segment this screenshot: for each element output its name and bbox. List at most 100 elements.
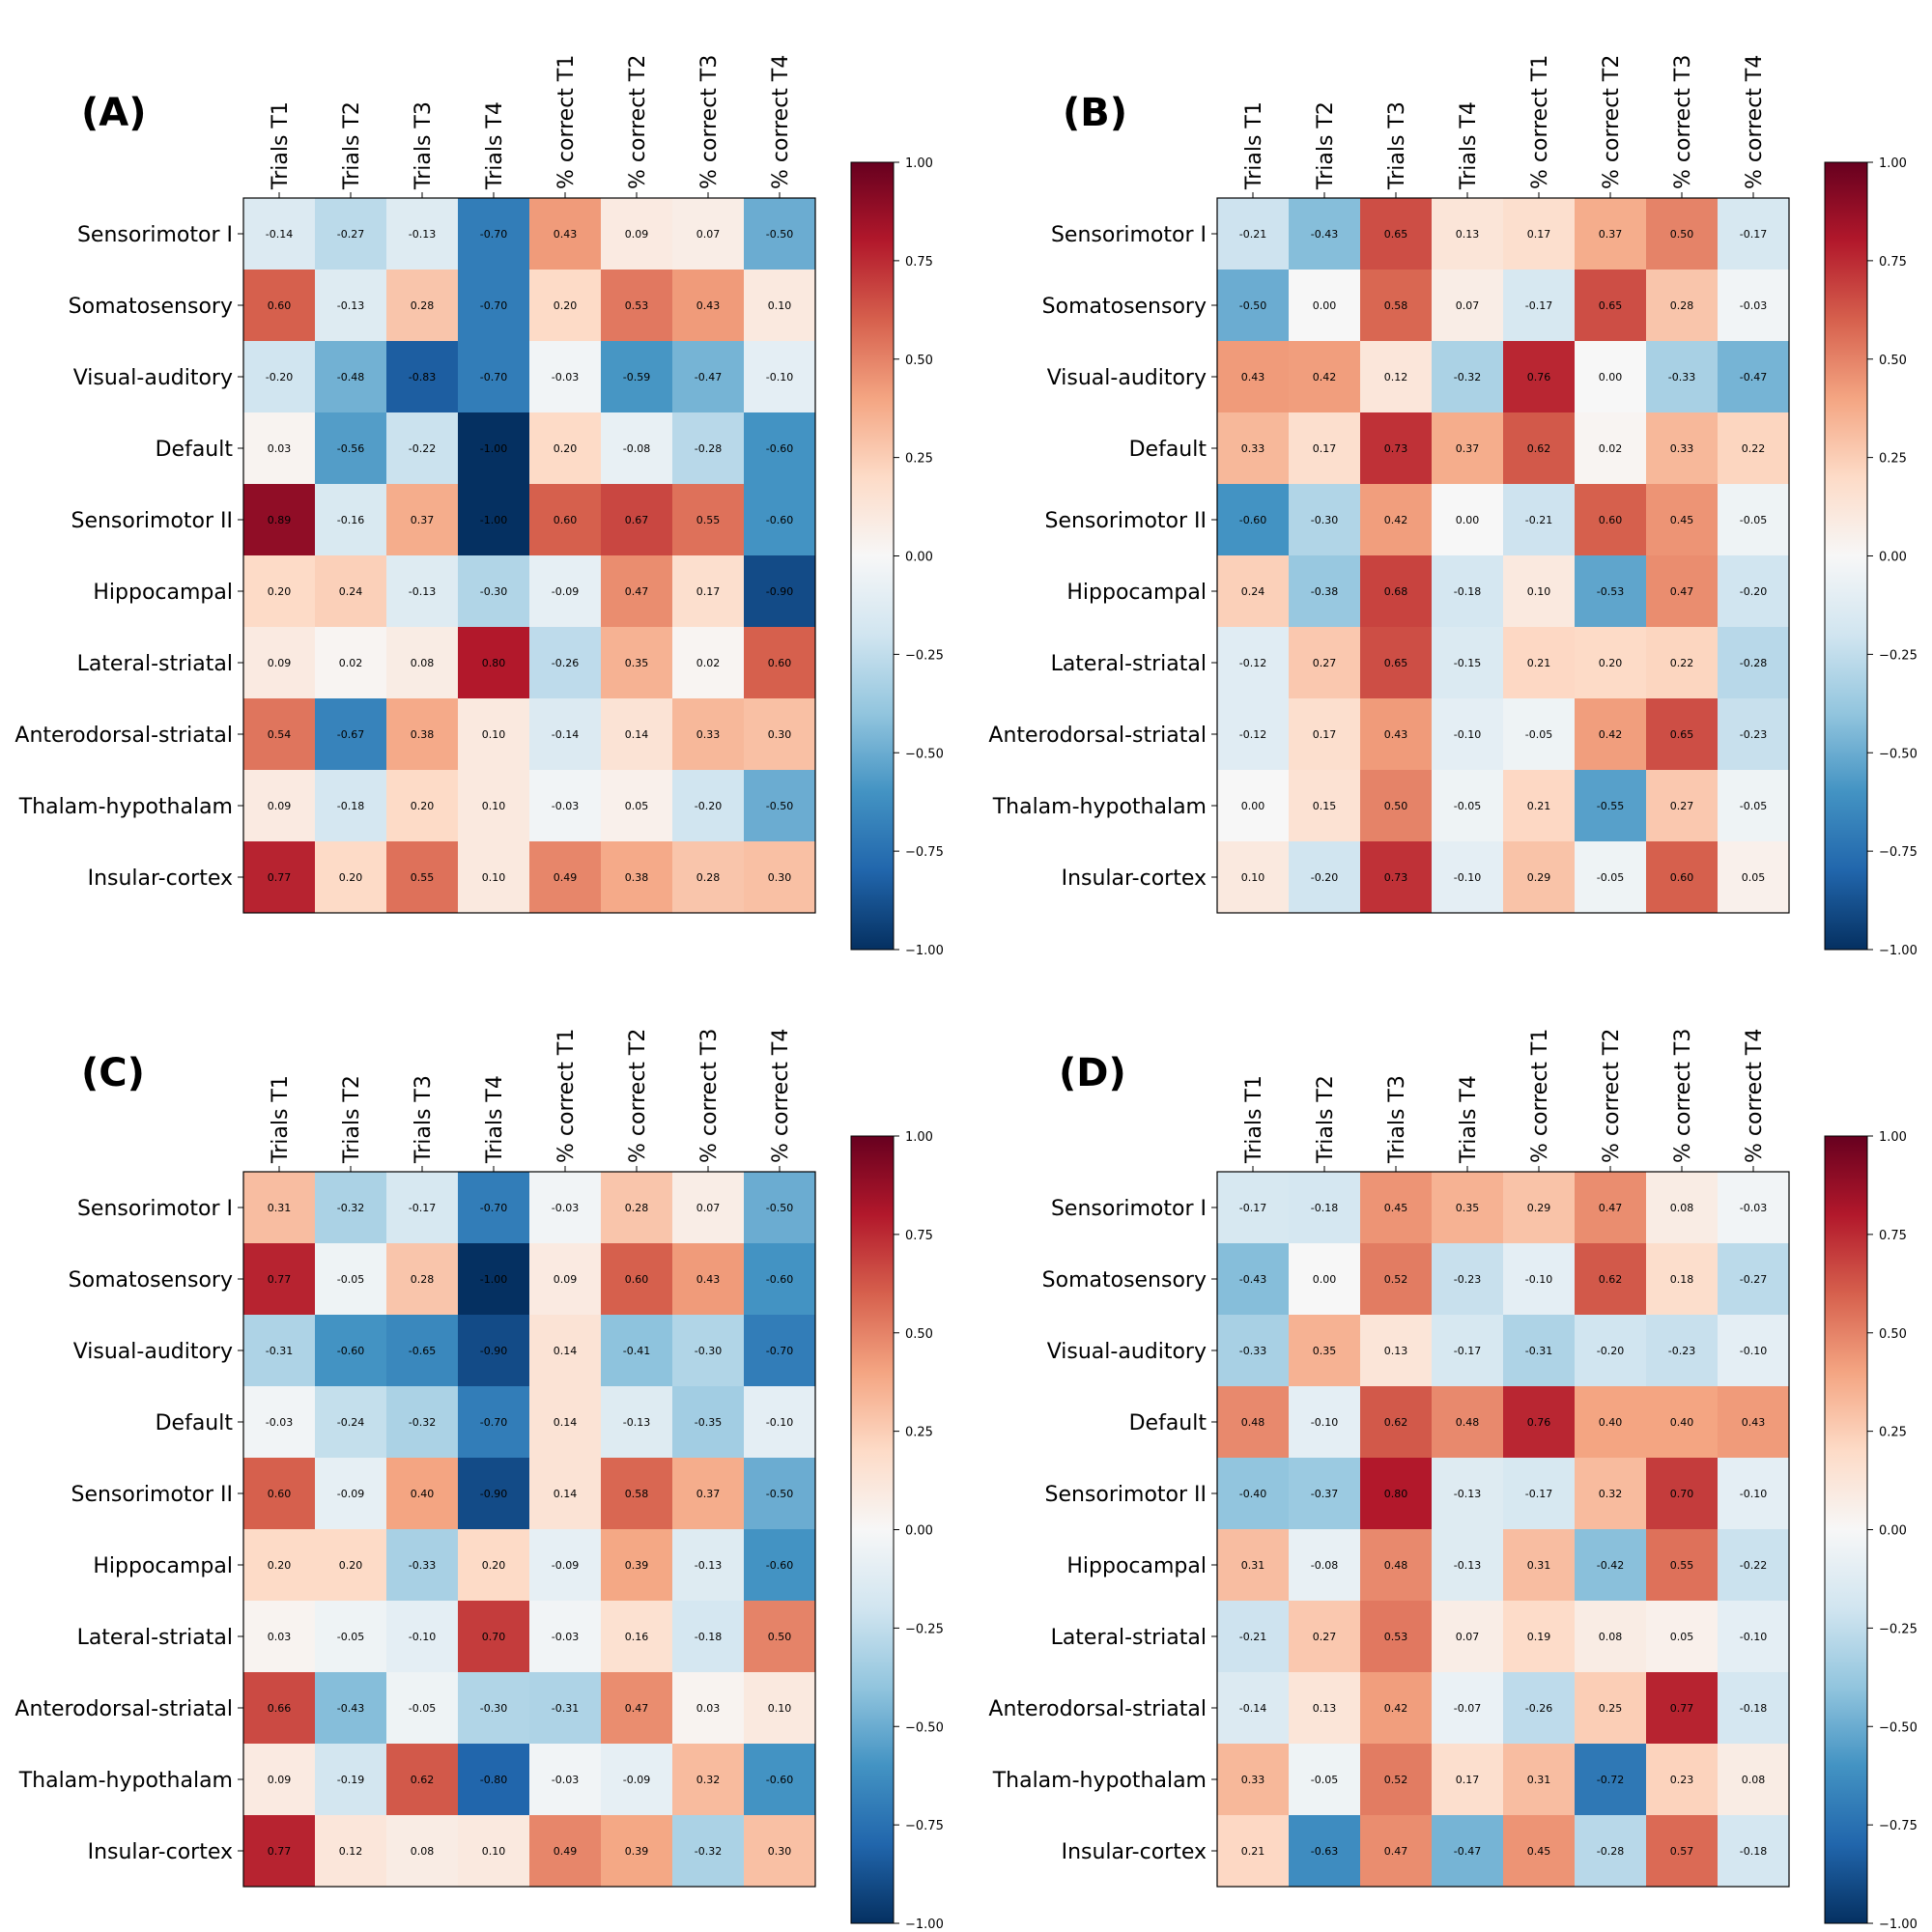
column-label: % correct T2 xyxy=(626,1029,650,1163)
heatmap-cell xyxy=(386,1672,459,1745)
cell-value-label: -0.03 xyxy=(552,1774,579,1786)
cell-value-label: 0.10 xyxy=(482,728,506,741)
cell-value-label: 0.28 xyxy=(411,1273,435,1286)
heatmap-cell xyxy=(1289,770,1361,842)
row-label: Insular-cortex xyxy=(1062,1840,1207,1864)
cell-value-label: -0.20 xyxy=(266,371,293,384)
heatmap-cell xyxy=(458,1172,530,1244)
heatmap-cell xyxy=(1503,1744,1576,1816)
heatmap-cell xyxy=(1360,1672,1433,1745)
cell-value-label: 0.27 xyxy=(1670,800,1694,812)
heatmap-cell xyxy=(243,1243,316,1316)
cell-value-label: 0.27 xyxy=(1313,1631,1337,1643)
cell-value-label: 0.19 xyxy=(1527,1631,1551,1643)
cell-value-label: -0.47 xyxy=(1454,1845,1481,1858)
heatmap-cell xyxy=(1646,1529,1719,1602)
heatmap-cell xyxy=(315,341,387,413)
cell-value-label: -0.09 xyxy=(552,1559,579,1572)
colorbar-tick-label: −0.25 xyxy=(1879,648,1918,663)
panel-d-label: (D) xyxy=(1059,1051,1126,1095)
heatmap-cell xyxy=(1432,770,1504,842)
cell-value-label: -0.70 xyxy=(480,228,507,241)
cell-value-label: -0.03 xyxy=(552,1631,579,1643)
cell-value-label: -1.00 xyxy=(480,442,507,455)
heatmap-cell xyxy=(1432,841,1504,914)
cell-value-label: -0.43 xyxy=(1239,1273,1266,1286)
heatmap-cell xyxy=(1503,198,1576,270)
heatmap-cell xyxy=(315,1243,387,1316)
cell-value-label: -0.27 xyxy=(1740,1273,1767,1286)
heatmap-cell xyxy=(1646,1386,1719,1459)
heatmap-cell xyxy=(1217,1529,1290,1602)
cell-value-label: 0.49 xyxy=(554,871,578,884)
heatmap-cell xyxy=(243,198,316,270)
row-label: Visual-auditory xyxy=(73,1340,233,1364)
heatmap-cell xyxy=(1646,1744,1719,1816)
row-label: Anterodorsal-striatal xyxy=(988,1697,1207,1721)
cell-value-label: 0.54 xyxy=(268,728,292,741)
cell-value-label: 0.50 xyxy=(1670,228,1694,241)
column-label: Trials T1 xyxy=(269,1075,293,1164)
heatmap-cell xyxy=(1575,198,1647,270)
cell-value-label: 0.35 xyxy=(1456,1202,1480,1214)
column-label: % correct T4 xyxy=(769,55,793,189)
cell-value-label: -0.47 xyxy=(1740,371,1767,384)
heatmap-cell xyxy=(529,1243,602,1316)
heatmap-cell xyxy=(601,1458,673,1530)
heatmap-cell xyxy=(1289,198,1361,270)
column-label: Trials T1 xyxy=(269,101,293,190)
colorbar-tick-label: 1.00 xyxy=(905,1130,933,1145)
cell-value-label: 0.68 xyxy=(1384,585,1408,598)
cell-value-label: 0.30 xyxy=(768,1845,792,1858)
cell-value-label: 0.09 xyxy=(268,657,292,669)
heatmap-cell xyxy=(1217,1744,1290,1816)
heatmap-cell xyxy=(243,1815,316,1888)
heatmap-cell xyxy=(1575,484,1647,556)
heatmap-cell xyxy=(601,1815,673,1888)
cell-value-label: -0.28 xyxy=(1597,1845,1624,1858)
row-label: Sensorimotor II xyxy=(71,1483,233,1507)
heatmap-cell xyxy=(529,1744,602,1816)
cell-value-label: -0.05 xyxy=(1597,871,1624,884)
heatmap-cell xyxy=(529,1672,602,1745)
cell-value-label: -0.03 xyxy=(552,371,579,384)
heatmap-cell xyxy=(1718,198,1790,270)
cell-value-label: -0.12 xyxy=(1239,728,1266,741)
heatmap-cell xyxy=(386,1744,459,1816)
heatmap-cell xyxy=(315,1815,387,1888)
row-label: Lateral-striatal xyxy=(1051,1626,1207,1650)
cell-value-label: 0.31 xyxy=(1527,1774,1551,1786)
cell-value-label: 0.00 xyxy=(1599,371,1623,384)
heatmap-cell xyxy=(1575,1386,1647,1459)
heatmap-cell xyxy=(1289,841,1361,914)
heatmap-cell xyxy=(243,341,316,413)
heatmap-cell xyxy=(1503,1458,1576,1530)
cell-value-label: 0.62 xyxy=(1599,1273,1623,1286)
cell-value-label: 0.29 xyxy=(1527,871,1551,884)
heatmap-cell xyxy=(1360,1386,1433,1459)
cell-value-label: 0.43 xyxy=(696,299,721,312)
cell-value-label: -0.70 xyxy=(766,1345,793,1357)
cell-value-label: 0.22 xyxy=(1670,657,1694,669)
heatmap-cell xyxy=(1360,841,1433,914)
heatmap-cell xyxy=(529,198,602,270)
cell-value-label: -0.32 xyxy=(337,1202,364,1214)
cell-value-label: 0.21 xyxy=(1527,800,1551,812)
heatmap-cell xyxy=(1432,1601,1504,1673)
heatmap-cell xyxy=(529,1315,602,1387)
row-label: Default xyxy=(1129,1411,1208,1435)
heatmap-cell xyxy=(744,1458,816,1530)
cell-value-label: 0.24 xyxy=(1241,585,1265,598)
cell-value-label: 0.35 xyxy=(1313,1345,1337,1357)
cell-value-label: -0.30 xyxy=(1311,514,1338,526)
heatmap-cell xyxy=(1217,1601,1290,1673)
heatmap-cell xyxy=(1217,555,1290,628)
heatmap-cell xyxy=(1575,555,1647,628)
heatmap-cell xyxy=(243,841,316,914)
heatmap-cell xyxy=(1575,1243,1647,1316)
row-label: Sensorimotor II xyxy=(1044,1483,1207,1507)
cell-value-label: 0.55 xyxy=(696,514,721,526)
cell-value-label: 0.08 xyxy=(411,657,435,669)
cell-value-label: 0.15 xyxy=(1313,800,1337,812)
cell-value-label: -0.20 xyxy=(1597,1345,1624,1357)
